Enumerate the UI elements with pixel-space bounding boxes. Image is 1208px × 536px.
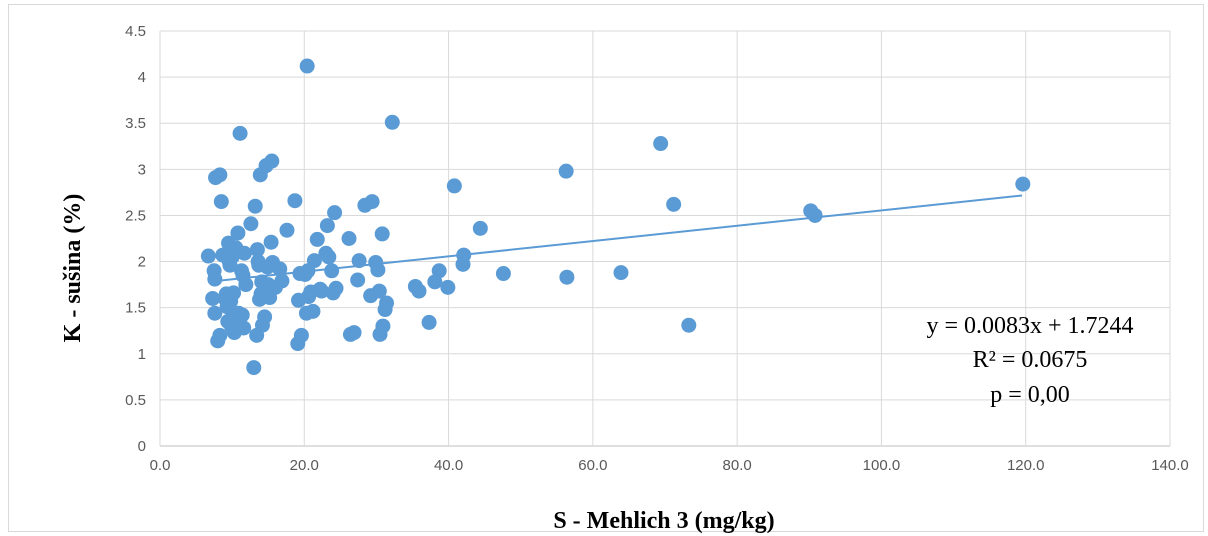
data-point [274,273,290,289]
data-point [472,220,488,236]
data-point [236,245,252,261]
data-point [272,261,288,277]
y-tick-label: 0 [138,438,146,455]
x-tick-label: 40.0 [434,457,463,474]
data-point [263,234,279,250]
data-point [234,307,250,323]
trendline-group [210,194,1023,283]
r-squared-label: R² = 0.0675 [973,347,1088,373]
data-point [299,58,315,74]
data-point [230,225,246,241]
data-point [212,167,228,183]
data-point [249,242,265,258]
y-tick-label: 1.5 [125,300,146,317]
data-point [613,265,629,281]
data-point [319,218,335,234]
data-point [226,285,242,301]
data-point [807,207,823,223]
data-point [558,163,574,179]
data-point [212,327,228,343]
y-tick-label: 4.5 [125,23,146,40]
x-axis-ticks: 0.0 20.0 40.0 60.0 80.0 100.0 120.0 140.0 [150,457,1189,474]
data-point [213,194,229,210]
data-point [384,114,400,130]
x-tick-label: 120.0 [1007,457,1045,474]
data-point [341,231,357,246]
data-point [293,327,309,343]
data-points [200,58,1031,376]
data-point [257,309,273,325]
data-point [264,153,280,169]
p-value-label: p = 0,00 [990,382,1070,408]
x-tick-label: 20.0 [290,457,319,474]
data-point [440,279,456,295]
data-point [653,136,669,152]
data-point [232,125,248,141]
data-point [238,277,254,293]
data-point [364,194,380,210]
data-point [1015,176,1031,192]
x-tick-label: 80.0 [723,457,752,474]
data-point [328,280,344,296]
y-axis-title: K - sušina (%) [60,194,86,343]
data-point [321,249,337,265]
data-point [236,320,252,336]
data-point [207,305,223,321]
data-point [279,222,295,238]
y-tick-label: 0.5 [125,392,146,409]
trendline [210,194,1023,283]
y-tick-label: 1 [138,346,146,363]
data-point [681,317,697,333]
x-tick-label: 60.0 [578,457,607,474]
data-point [456,247,472,263]
data-point [327,205,343,221]
data-point [374,226,390,242]
data-point [411,283,427,299]
data-point [246,360,262,376]
data-point [346,325,362,341]
data-point [243,216,259,232]
gridlines [159,30,1171,447]
data-point [559,269,575,285]
data-point [350,272,366,288]
x-tick-label: 100.0 [863,457,901,474]
y-tick-label: 3 [138,161,146,178]
data-point [200,248,216,264]
y-tick-label: 2 [138,254,146,271]
data-point [421,314,437,330]
data-point [305,303,321,319]
data-point [309,231,325,247]
x-tick-label: 140.0 [1151,457,1189,474]
data-point [351,253,367,269]
data-point [375,318,391,334]
data-point [287,193,303,209]
data-point [324,263,340,279]
data-point [495,266,511,282]
data-point [379,295,395,311]
data-point [666,196,682,212]
trendline-equation: y = 0.0083x + 1.7244 [926,313,1133,339]
data-point [207,271,223,287]
y-axis-ticks: 0 0.5 1 1.5 2 2.5 3 3.5 4 4.5 [125,23,146,455]
data-point [205,290,221,306]
y-tick-label: 4 [138,69,146,86]
x-axis-title: S - Mehlich 3 (mg/kg) [553,508,774,534]
y-tick-label: 3.5 [125,115,146,132]
data-point [431,263,447,279]
data-point [446,178,462,194]
y-tick-label: 2.5 [125,207,146,224]
data-point [306,253,322,269]
data-point [371,283,387,299]
data-point [314,283,330,299]
data-point [370,262,386,278]
data-point [247,198,263,214]
x-tick-label: 0.0 [150,457,171,474]
